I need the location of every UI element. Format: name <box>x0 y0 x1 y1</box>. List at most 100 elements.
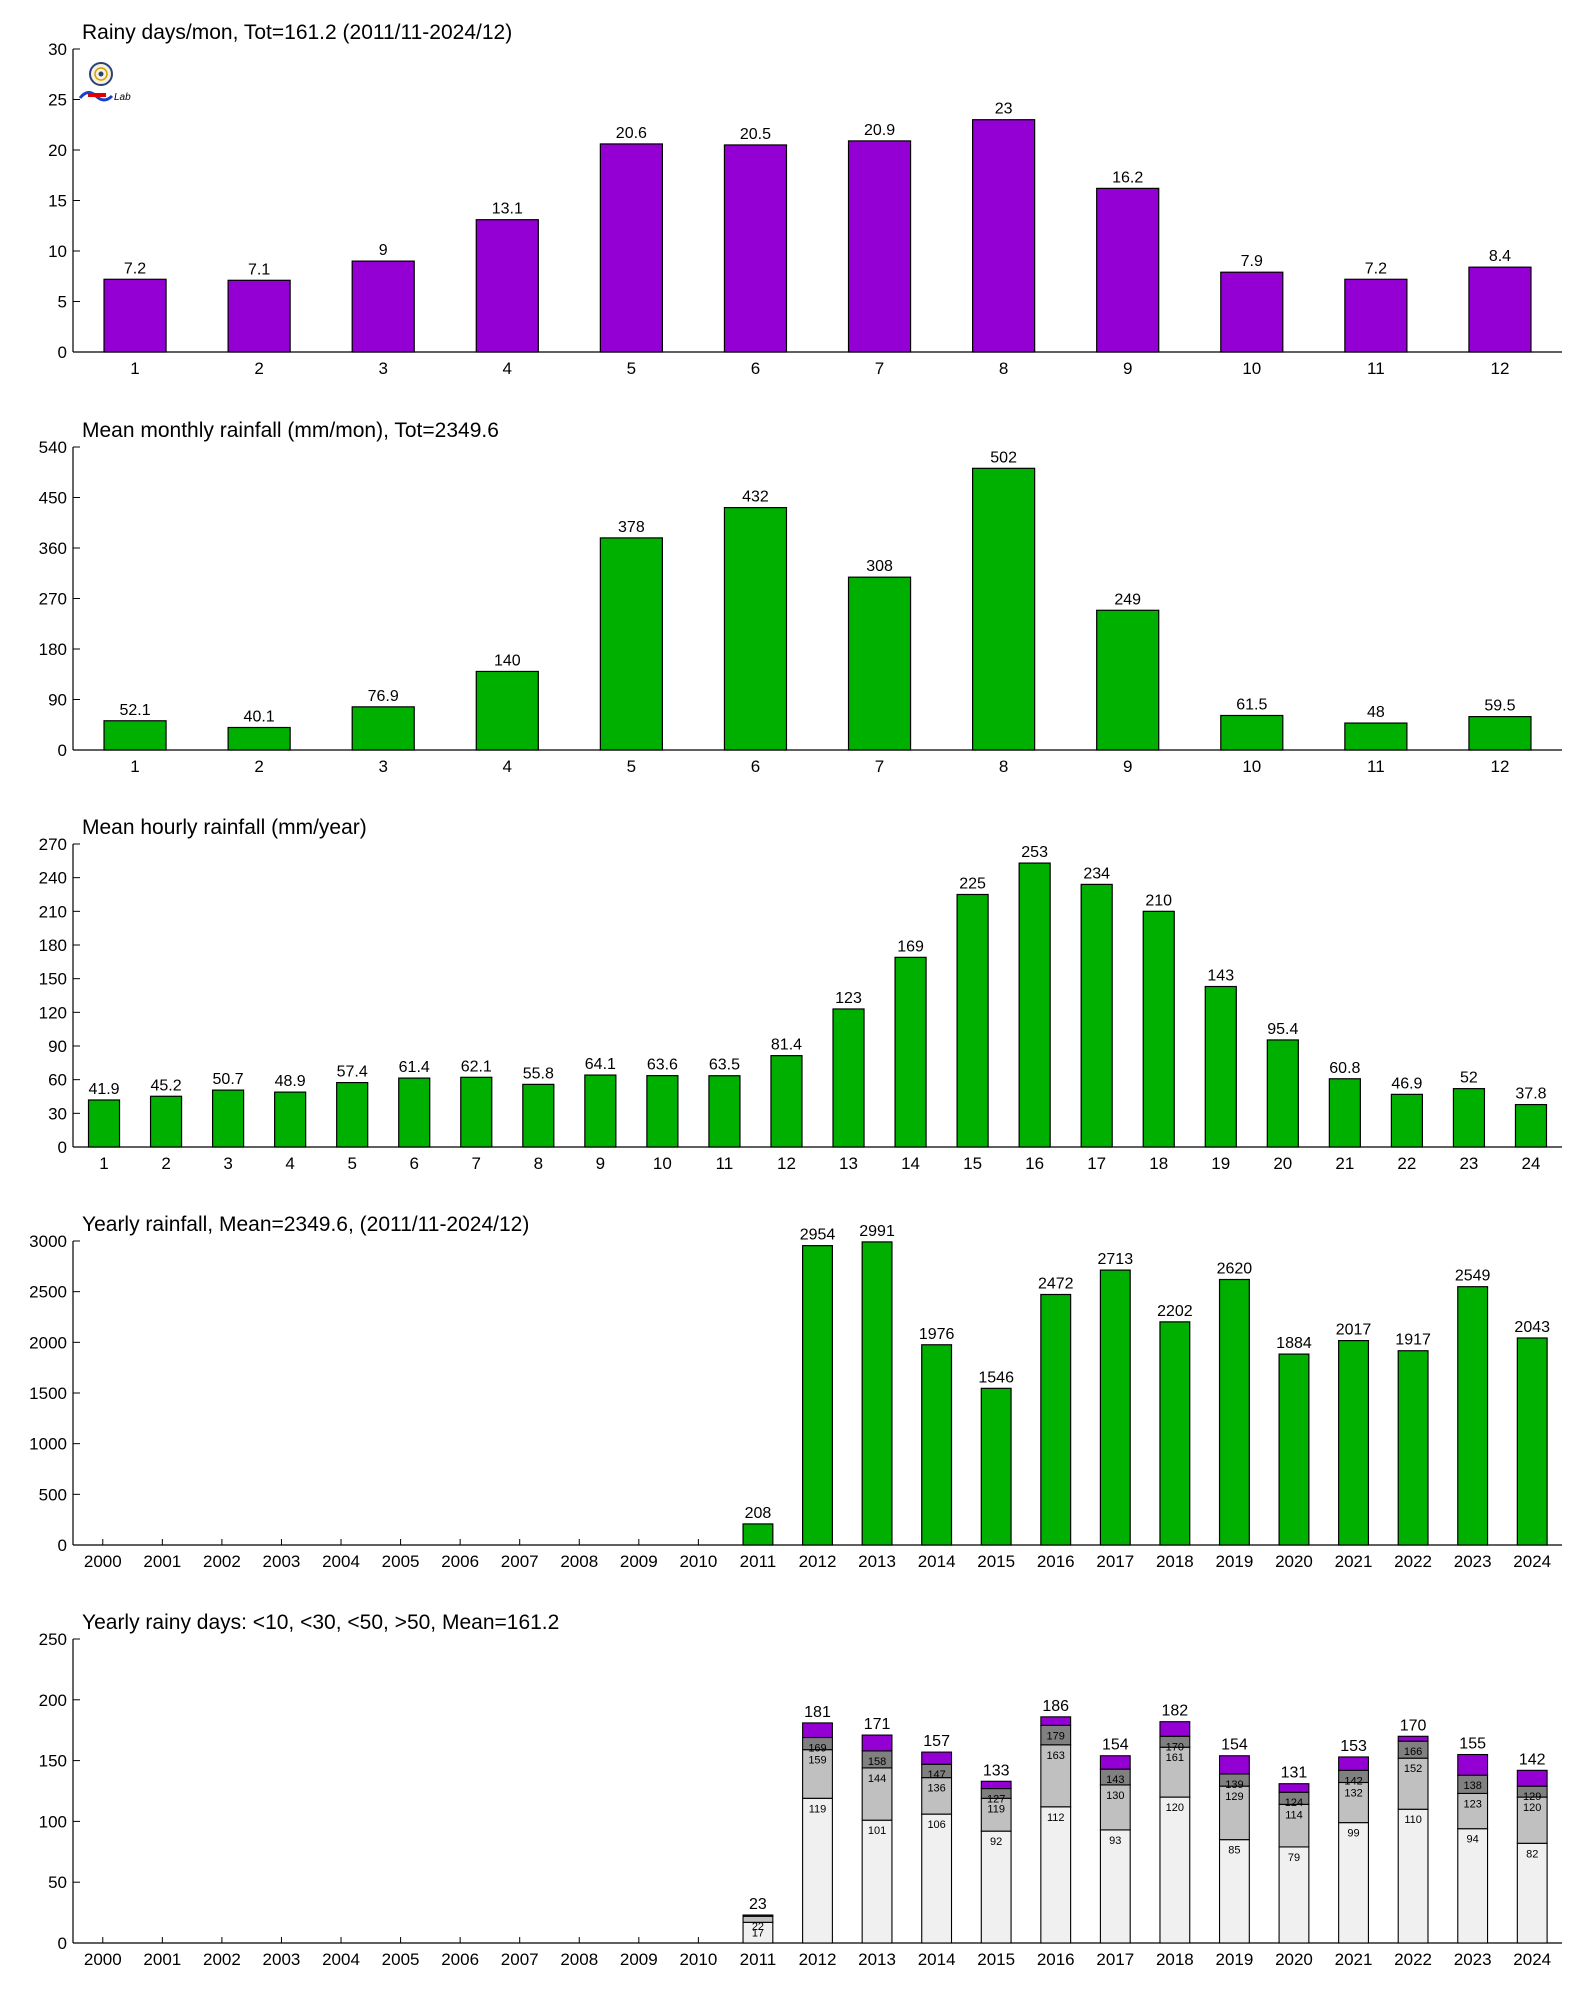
x-tick-label: 2013 <box>858 1552 896 1571</box>
bar <box>1266 1039 1299 1148</box>
bar <box>1457 1286 1489 1546</box>
bar <box>1018 862 1051 1148</box>
bar <box>1514 1103 1548 1148</box>
stacked-bar-segment <box>1159 1746 1191 1798</box>
y-tick-label: 270 <box>39 835 67 854</box>
x-tick-label: 2 <box>161 1154 170 1173</box>
bar <box>227 279 291 353</box>
bar-value-label: 1976 <box>919 1326 955 1343</box>
segment-label: 142 <box>1344 1775 1362 1787</box>
segment-label: 93 <box>1109 1835 1121 1847</box>
x-tick-label: 12 <box>1490 359 1509 378</box>
bar-value-label: 7.9 <box>1241 253 1263 270</box>
segment-label: 152 <box>1404 1763 1422 1775</box>
lab-logo-icon: Lab <box>78 62 131 103</box>
bar <box>1344 722 1408 751</box>
bar <box>980 1387 1012 1546</box>
bar-value-label: 95.4 <box>1267 1021 1298 1038</box>
stacked-bar-segment <box>1040 1716 1072 1726</box>
stacked-bar-segment <box>1099 1784 1131 1831</box>
bar-value-label: 234 <box>1083 865 1110 882</box>
y-tick-label: 180 <box>39 936 67 955</box>
x-tick-label: 2021 <box>1335 1950 1373 1969</box>
x-tick-label: 2019 <box>1216 1950 1254 1969</box>
bar-value-label: 41.9 <box>88 1081 119 1098</box>
stacked-bar-segment <box>1099 1755 1131 1770</box>
x-tick-label: 2006 <box>441 1950 479 1969</box>
x-tick-label: 5 <box>627 359 636 378</box>
x-tick-label: 2000 <box>84 1552 122 1571</box>
bar-value-label: 9 <box>379 242 388 259</box>
bar-value-label: 140 <box>494 652 521 669</box>
bar-total-label: 186 <box>1042 1698 1069 1715</box>
segment-label: 22 <box>752 1921 764 1933</box>
y-tick-label: 1000 <box>29 1435 67 1454</box>
x-tick-label: 5 <box>347 1154 356 1173</box>
x-tick-label: 2012 <box>799 1950 837 1969</box>
x-tick-label: 2017 <box>1096 1552 1134 1571</box>
stacked-bar-segment <box>1397 1735 1429 1742</box>
bar-value-label: 16.2 <box>1112 169 1143 186</box>
x-tick-label: 2003 <box>263 1950 301 1969</box>
y-tick-label: 10 <box>48 242 67 261</box>
x-tick-label: 21 <box>1335 1154 1354 1173</box>
x-tick-label: 2015 <box>977 1950 1015 1969</box>
x-tick-label: 12 <box>777 1154 796 1173</box>
bar-value-label: 45.2 <box>150 1077 181 1094</box>
chart-title: Mean hourly rainfall (mm/year) <box>82 816 367 839</box>
bar <box>723 144 788 353</box>
x-tick-label: 2021 <box>1335 1552 1373 1571</box>
x-tick-label: 2 <box>254 359 263 378</box>
stacked-bar-segment <box>1516 1796 1548 1844</box>
x-tick-label: 16 <box>1025 1154 1044 1173</box>
bar <box>1338 1340 1370 1546</box>
bar <box>475 219 539 353</box>
bar-value-label: 76.9 <box>368 688 399 705</box>
x-tick-label: 10 <box>1242 757 1261 776</box>
bar-value-label: 2202 <box>1157 1303 1193 1320</box>
x-tick-label: 2010 <box>679 1552 717 1571</box>
chart-panel-2: Mean monthly rainfall (mm/mon), Tot=2349… <box>39 419 1562 776</box>
x-tick-label: 1 <box>99 1154 108 1173</box>
x-tick-label: 14 <box>901 1154 920 1173</box>
bar-value-label: 57.4 <box>337 1064 368 1081</box>
x-tick-label: 2002 <box>203 1552 241 1571</box>
segment-label: 161 <box>1166 1752 1184 1764</box>
bar-value-label: 50.7 <box>213 1071 244 1088</box>
y-tick-label: 0 <box>58 343 67 362</box>
x-tick-label: 9 <box>1123 359 1132 378</box>
stacked-bar-segment <box>1397 1808 1429 1944</box>
segment-label: 119 <box>987 1803 1005 1815</box>
bar-value-label: 253 <box>1021 844 1048 861</box>
bar <box>1468 716 1532 751</box>
y-tick-label: 2500 <box>29 1283 67 1302</box>
bar-value-label: 7.1 <box>248 261 270 278</box>
lab-logo-text: Lab <box>114 92 131 103</box>
bar <box>861 1241 893 1546</box>
bar-value-label: 64.1 <box>585 1056 616 1073</box>
x-tick-label: 2010 <box>679 1950 717 1969</box>
segment-label: 94 <box>1467 1834 1479 1846</box>
x-tick-label: 2000 <box>84 1950 122 1969</box>
y-tick-label: 20 <box>48 141 67 160</box>
bar <box>894 956 927 1148</box>
chart-panel-1: Rainy days/mon, Tot=161.2 (2011/11-2024/… <box>48 21 1562 378</box>
stacked-bar-segment <box>1338 1756 1369 1771</box>
x-tick-label: 2014 <box>918 1552 956 1571</box>
segment-label: 147 <box>927 1769 945 1781</box>
bar <box>584 1074 617 1148</box>
x-tick-label: 2004 <box>322 1950 360 1969</box>
bar <box>723 507 788 751</box>
bar-value-label: 13.1 <box>492 201 523 218</box>
bar <box>1468 266 1532 353</box>
bar <box>1204 985 1237 1148</box>
bar <box>832 1008 865 1148</box>
chart-title: Mean monthly rainfall (mm/mon), Tot=2349… <box>82 419 499 442</box>
y-tick-label: 50 <box>48 1873 67 1892</box>
x-tick-label: 4 <box>503 757 512 776</box>
x-tick-label: 2011 <box>740 1950 777 1969</box>
bar <box>1452 1088 1486 1148</box>
x-tick-label: 5 <box>627 757 636 776</box>
y-tick-label: 360 <box>39 539 67 558</box>
